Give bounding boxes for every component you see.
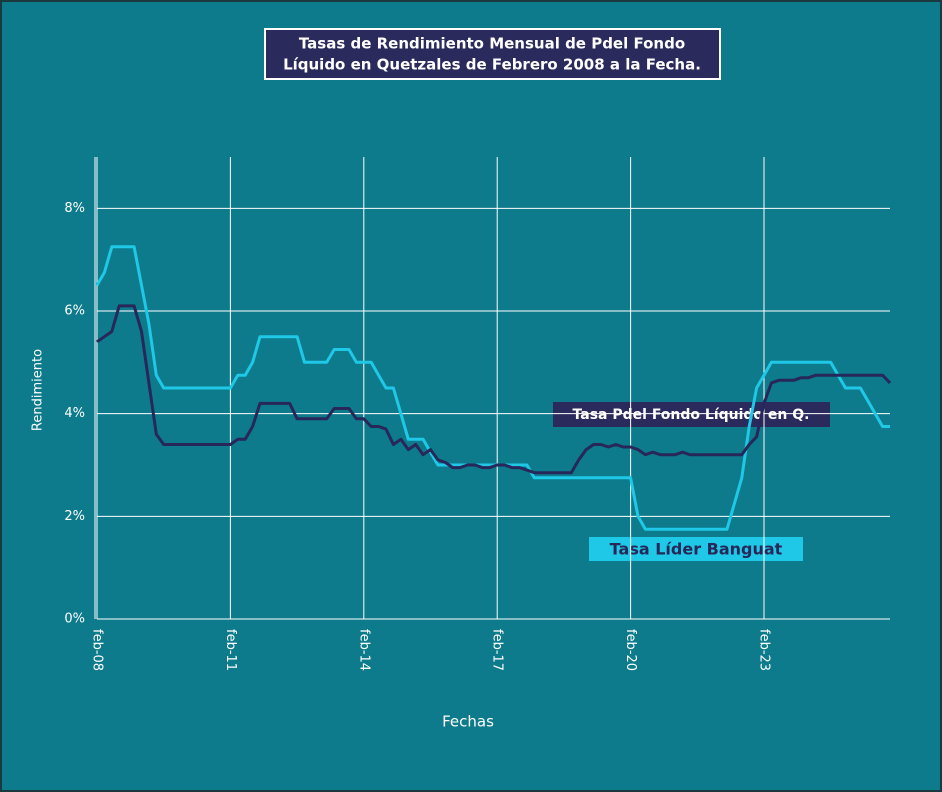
x-tick-label: feb-08 [90, 629, 105, 671]
y-axis-label: Rendimiento [31, 349, 46, 431]
chart-title: Líquido en Quetzales de Febrero 2008 a l… [283, 56, 701, 74]
x-tick-label: feb-20 [623, 629, 638, 671]
legend-box [553, 402, 830, 427]
y-tick-label: 2% [64, 509, 85, 524]
chart-title: Tasas de Rendimiento Mensual de Pdel Fon… [299, 35, 685, 53]
x-tick-label: feb-17 [490, 629, 505, 671]
title-box [264, 28, 721, 80]
legend-entry: Tasa Líder Banguat [610, 540, 783, 559]
x-tick-label: feb-14 [356, 629, 371, 671]
x-tick-label: feb-23 [757, 629, 772, 671]
y-tick-label: 0% [64, 612, 85, 627]
series-line [96, 304, 892, 475]
legend-box [589, 537, 803, 561]
x-tick-label: feb-11 [223, 629, 238, 671]
legend-entry: Tasa Pdel Fondo Líquido en Q. [573, 407, 810, 423]
y-tick-label: 4% [64, 406, 85, 421]
y-tick-label: 6% [64, 304, 85, 319]
x-axis-label: Fechas [442, 713, 494, 731]
y-tick-label: 8% [64, 201, 85, 216]
